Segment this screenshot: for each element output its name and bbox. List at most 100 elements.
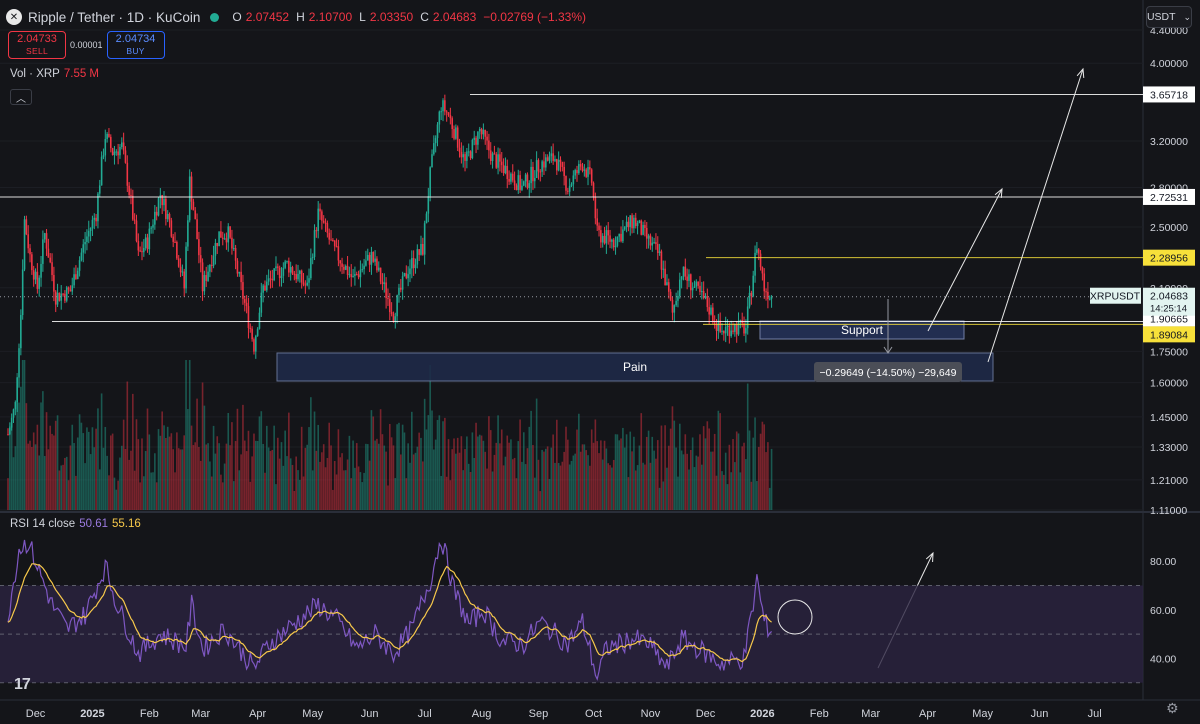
volume-bar	[719, 413, 721, 510]
candle-body	[130, 194, 132, 196]
sell-button[interactable]: 2.04733 SELL	[8, 31, 66, 59]
volume-bar	[447, 439, 450, 510]
high-label: H	[296, 10, 305, 24]
currency-selector[interactable]: USDT ⌄	[1146, 6, 1192, 28]
candle-body	[642, 225, 644, 235]
tradingview-logo[interactable]: 17	[14, 676, 31, 693]
volume-bar	[756, 481, 758, 510]
candle-body	[42, 239, 44, 264]
price-level-label: 2.28956	[1150, 253, 1188, 265]
volume-bar	[304, 447, 307, 510]
volume-bar	[734, 462, 736, 510]
symbol-title[interactable]: Ripple / Tether · 1D · KuCoin	[28, 9, 201, 25]
gear-icon[interactable]: ⚙	[1166, 700, 1179, 716]
volume-bar	[177, 448, 180, 510]
candle-body	[76, 270, 79, 280]
collapse-legend-button[interactable]: ︿	[10, 89, 32, 105]
candle-body	[152, 224, 154, 228]
volume-bar	[254, 440, 257, 510]
candle-body	[480, 128, 483, 135]
candle-body	[7, 434, 9, 436]
volume-bar	[100, 393, 103, 510]
volume-bar	[302, 476, 305, 510]
volume-bar	[344, 470, 347, 510]
volume-bar	[368, 460, 371, 510]
candle-body	[62, 293, 64, 295]
volume-bar	[365, 443, 367, 510]
price-tick-label: 4.00000	[1150, 58, 1188, 70]
candle-body	[563, 166, 565, 177]
buy-button[interactable]: 2.04734 BUY	[106, 31, 165, 59]
volume-bar	[770, 448, 773, 510]
price-level-tag	[1143, 249, 1195, 266]
volume-bar	[513, 457, 516, 510]
volume-bar	[563, 451, 565, 510]
candle-body	[377, 267, 380, 271]
candle-body	[163, 198, 165, 206]
volume-bar	[242, 404, 244, 510]
rsi-ma-value: 55.16	[111, 518, 141, 530]
volume-bar	[229, 445, 231, 510]
volume-bar	[508, 442, 510, 510]
volume-bar	[366, 444, 369, 510]
volume-bar	[636, 465, 639, 510]
candle-body	[374, 258, 376, 262]
candle-body	[245, 302, 248, 307]
candle-body	[583, 169, 586, 171]
candle-body	[726, 325, 729, 327]
rsi-legend[interactable]: RSI 14 close 50.61 55.16	[10, 518, 141, 530]
candle-body	[67, 287, 70, 290]
volume-bar	[335, 474, 338, 510]
volume-bar	[128, 459, 130, 510]
volume-bar	[574, 453, 576, 510]
volume-bar	[190, 425, 193, 510]
volume-bar	[10, 423, 13, 510]
volume-bar	[532, 445, 534, 510]
candle-body	[693, 286, 696, 288]
volume-bar	[76, 437, 79, 510]
candle-body	[370, 251, 373, 265]
candle-body	[568, 185, 571, 192]
candle-body	[658, 251, 661, 253]
candle-body	[721, 330, 723, 332]
candle-body	[324, 222, 327, 224]
candle-body	[302, 282, 305, 285]
volume-bar	[724, 452, 727, 510]
volume-bar	[166, 426, 169, 510]
candle-body	[638, 220, 641, 223]
volume-bar	[354, 467, 356, 510]
volume-bar	[372, 416, 375, 510]
volume-bar	[688, 469, 690, 510]
volume-bar	[43, 456, 46, 510]
sell-label: SELL	[26, 46, 48, 56]
candle-body	[427, 196, 430, 214]
candle-body	[601, 235, 604, 243]
candle-body	[412, 258, 415, 269]
candle-body	[552, 153, 554, 161]
candle-body	[600, 230, 602, 243]
candle-body	[436, 124, 439, 139]
candle-body	[743, 323, 745, 334]
volume-bar	[293, 491, 296, 510]
volume-bar	[139, 482, 141, 510]
volume-bar	[188, 360, 191, 510]
projection-arrow-head-icon	[994, 187, 1003, 199]
candle-body	[348, 274, 351, 276]
candle-body	[636, 222, 639, 227]
volume-bar	[704, 438, 707, 510]
candle-body	[482, 129, 485, 135]
candle-body	[254, 335, 257, 352]
volume-bar	[645, 436, 648, 510]
volume-bar	[521, 461, 523, 510]
volume-bar	[172, 449, 174, 510]
candle-body	[271, 278, 274, 281]
candle-body	[500, 161, 503, 166]
candle-body	[522, 181, 525, 186]
candle-body	[701, 291, 703, 293]
volume-legend[interactable]: Vol · XRP 7.55 M	[10, 68, 99, 80]
volume-bar	[251, 456, 253, 510]
candle-body	[644, 225, 646, 228]
candle-body	[449, 115, 452, 119]
candle-body	[464, 154, 466, 161]
